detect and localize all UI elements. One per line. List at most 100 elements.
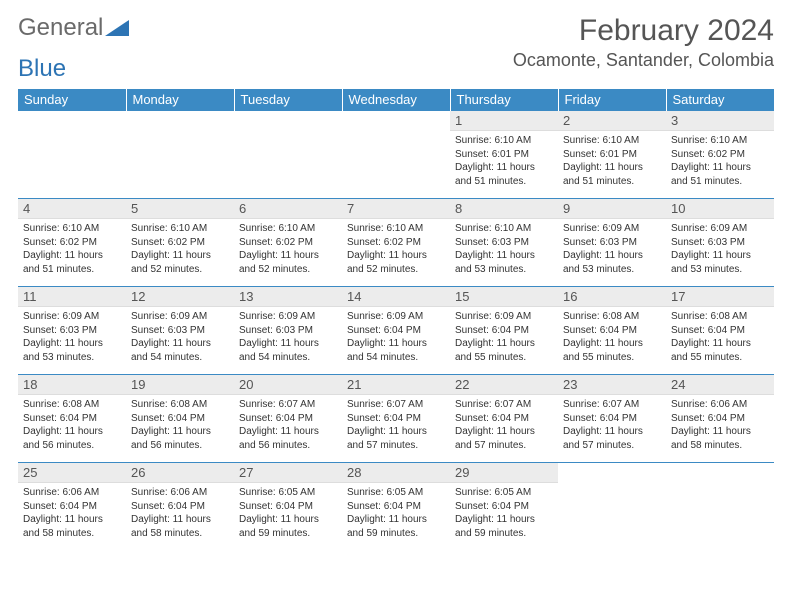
day-sunset: Sunset: 6:01 PM bbox=[563, 148, 661, 162]
day-sunset: Sunset: 6:02 PM bbox=[131, 236, 229, 250]
day-sunrise: Sunrise: 6:08 AM bbox=[131, 398, 229, 412]
calendar-body: ....1Sunrise: 6:10 AMSunset: 6:01 PMDayl… bbox=[18, 111, 774, 551]
day-number: 5 bbox=[126, 199, 234, 219]
day-sunrise: Sunrise: 6:05 AM bbox=[455, 486, 553, 500]
day-header: Tuesday bbox=[234, 89, 342, 111]
day-daylight1: Daylight: 11 hours bbox=[455, 161, 553, 175]
day-daylight2: and 54 minutes. bbox=[239, 351, 337, 365]
day-sunset: Sunset: 6:03 PM bbox=[671, 236, 769, 250]
day-sunrise: Sunrise: 6:10 AM bbox=[563, 134, 661, 148]
calendar-day-cell: 13Sunrise: 6:09 AMSunset: 6:03 PMDayligh… bbox=[234, 287, 342, 375]
day-details: Sunrise: 6:07 AMSunset: 6:04 PMDaylight:… bbox=[234, 395, 342, 455]
day-daylight2: and 56 minutes. bbox=[239, 439, 337, 453]
calendar-day-cell: 8Sunrise: 6:10 AMSunset: 6:03 PMDaylight… bbox=[450, 199, 558, 287]
day-sunset: Sunset: 6:04 PM bbox=[239, 412, 337, 426]
day-daylight1: Daylight: 11 hours bbox=[131, 425, 229, 439]
day-details: Sunrise: 6:10 AMSunset: 6:03 PMDaylight:… bbox=[450, 219, 558, 279]
calendar-day-cell: . bbox=[342, 111, 450, 199]
day-sunrise: Sunrise: 6:10 AM bbox=[455, 134, 553, 148]
day-details: Sunrise: 6:09 AMSunset: 6:04 PMDaylight:… bbox=[450, 307, 558, 367]
calendar-day-cell: 24Sunrise: 6:06 AMSunset: 6:04 PMDayligh… bbox=[666, 375, 774, 463]
day-details: Sunrise: 6:08 AMSunset: 6:04 PMDaylight:… bbox=[18, 395, 126, 455]
day-sunrise: Sunrise: 6:09 AM bbox=[131, 310, 229, 324]
day-daylight2: and 53 minutes. bbox=[23, 351, 121, 365]
day-daylight1: Daylight: 11 hours bbox=[239, 425, 337, 439]
day-number: 8 bbox=[450, 199, 558, 219]
day-number: 11 bbox=[18, 287, 126, 307]
day-details: Sunrise: 6:06 AMSunset: 6:04 PMDaylight:… bbox=[666, 395, 774, 455]
day-details: Sunrise: 6:05 AMSunset: 6:04 PMDaylight:… bbox=[342, 483, 450, 543]
calendar-week-row: ....1Sunrise: 6:10 AMSunset: 6:01 PMDayl… bbox=[18, 111, 774, 199]
day-sunrise: Sunrise: 6:10 AM bbox=[455, 222, 553, 236]
day-number: 28 bbox=[342, 463, 450, 483]
calendar-day-cell: 5Sunrise: 6:10 AMSunset: 6:02 PMDaylight… bbox=[126, 199, 234, 287]
day-sunset: Sunset: 6:03 PM bbox=[563, 236, 661, 250]
day-daylight1: Daylight: 11 hours bbox=[563, 337, 661, 351]
day-sunrise: Sunrise: 6:10 AM bbox=[131, 222, 229, 236]
day-number: 13 bbox=[234, 287, 342, 307]
day-header: Monday bbox=[126, 89, 234, 111]
day-sunset: Sunset: 6:03 PM bbox=[23, 324, 121, 338]
logo-triangle-icon bbox=[105, 18, 131, 38]
day-sunset: Sunset: 6:03 PM bbox=[131, 324, 229, 338]
day-sunrise: Sunrise: 6:07 AM bbox=[455, 398, 553, 412]
day-daylight2: and 55 minutes. bbox=[563, 351, 661, 365]
day-details: Sunrise: 6:06 AMSunset: 6:04 PMDaylight:… bbox=[18, 483, 126, 543]
calendar-day-cell: 19Sunrise: 6:08 AMSunset: 6:04 PMDayligh… bbox=[126, 375, 234, 463]
day-daylight1: Daylight: 11 hours bbox=[671, 425, 769, 439]
day-sunrise: Sunrise: 6:07 AM bbox=[563, 398, 661, 412]
calendar-day-cell: 29Sunrise: 6:05 AMSunset: 6:04 PMDayligh… bbox=[450, 463, 558, 551]
day-details: Sunrise: 6:10 AMSunset: 6:02 PMDaylight:… bbox=[18, 219, 126, 279]
day-daylight2: and 59 minutes. bbox=[239, 527, 337, 541]
calendar-day-cell: 20Sunrise: 6:07 AMSunset: 6:04 PMDayligh… bbox=[234, 375, 342, 463]
day-daylight2: and 57 minutes. bbox=[455, 439, 553, 453]
day-sunset: Sunset: 6:02 PM bbox=[23, 236, 121, 250]
day-number: 4 bbox=[18, 199, 126, 219]
day-sunrise: Sunrise: 6:07 AM bbox=[347, 398, 445, 412]
day-number: 15 bbox=[450, 287, 558, 307]
day-sunset: Sunset: 6:04 PM bbox=[563, 324, 661, 338]
day-sunset: Sunset: 6:04 PM bbox=[347, 324, 445, 338]
day-daylight1: Daylight: 11 hours bbox=[455, 513, 553, 527]
day-daylight1: Daylight: 11 hours bbox=[455, 249, 553, 263]
day-sunrise: Sunrise: 6:09 AM bbox=[23, 310, 121, 324]
calendar-day-cell: 2Sunrise: 6:10 AMSunset: 6:01 PMDaylight… bbox=[558, 111, 666, 199]
day-sunset: Sunset: 6:04 PM bbox=[239, 500, 337, 514]
day-details: Sunrise: 6:08 AMSunset: 6:04 PMDaylight:… bbox=[126, 395, 234, 455]
day-daylight2: and 51 minutes. bbox=[563, 175, 661, 189]
day-daylight1: Daylight: 11 hours bbox=[347, 337, 445, 351]
calendar-day-cell: 1Sunrise: 6:10 AMSunset: 6:01 PMDaylight… bbox=[450, 111, 558, 199]
calendar-week-row: 18Sunrise: 6:08 AMSunset: 6:04 PMDayligh… bbox=[18, 375, 774, 463]
day-daylight1: Daylight: 11 hours bbox=[131, 249, 229, 263]
day-daylight2: and 58 minutes. bbox=[23, 527, 121, 541]
day-number: 9 bbox=[558, 199, 666, 219]
day-sunrise: Sunrise: 6:09 AM bbox=[347, 310, 445, 324]
calendar-day-cell: 11Sunrise: 6:09 AMSunset: 6:03 PMDayligh… bbox=[18, 287, 126, 375]
day-number: 12 bbox=[126, 287, 234, 307]
day-header: Saturday bbox=[666, 89, 774, 111]
day-daylight2: and 51 minutes. bbox=[455, 175, 553, 189]
day-sunset: Sunset: 6:04 PM bbox=[455, 412, 553, 426]
day-daylight1: Daylight: 11 hours bbox=[347, 425, 445, 439]
calendar-table: Sunday Monday Tuesday Wednesday Thursday… bbox=[18, 89, 774, 551]
day-daylight1: Daylight: 11 hours bbox=[131, 513, 229, 527]
day-header: Wednesday bbox=[342, 89, 450, 111]
day-daylight2: and 53 minutes. bbox=[671, 263, 769, 277]
day-number: 2 bbox=[558, 111, 666, 131]
calendar-day-cell: 26Sunrise: 6:06 AMSunset: 6:04 PMDayligh… bbox=[126, 463, 234, 551]
day-details: Sunrise: 6:09 AMSunset: 6:03 PMDaylight:… bbox=[234, 307, 342, 367]
day-header-row: Sunday Monday Tuesday Wednesday Thursday… bbox=[18, 89, 774, 111]
logo-text-blue: Blue bbox=[18, 55, 774, 83]
day-number: 1 bbox=[450, 111, 558, 131]
day-number: 18 bbox=[18, 375, 126, 395]
day-details: Sunrise: 6:10 AMSunset: 6:02 PMDaylight:… bbox=[126, 219, 234, 279]
day-sunset: Sunset: 6:04 PM bbox=[563, 412, 661, 426]
day-number: 7 bbox=[342, 199, 450, 219]
day-details: Sunrise: 6:08 AMSunset: 6:04 PMDaylight:… bbox=[666, 307, 774, 367]
day-number: 25 bbox=[18, 463, 126, 483]
day-daylight2: and 55 minutes. bbox=[671, 351, 769, 365]
calendar-day-cell: 16Sunrise: 6:08 AMSunset: 6:04 PMDayligh… bbox=[558, 287, 666, 375]
calendar-day-cell: . bbox=[18, 111, 126, 199]
calendar-day-cell: 22Sunrise: 6:07 AMSunset: 6:04 PMDayligh… bbox=[450, 375, 558, 463]
calendar-day-cell: 25Sunrise: 6:06 AMSunset: 6:04 PMDayligh… bbox=[18, 463, 126, 551]
